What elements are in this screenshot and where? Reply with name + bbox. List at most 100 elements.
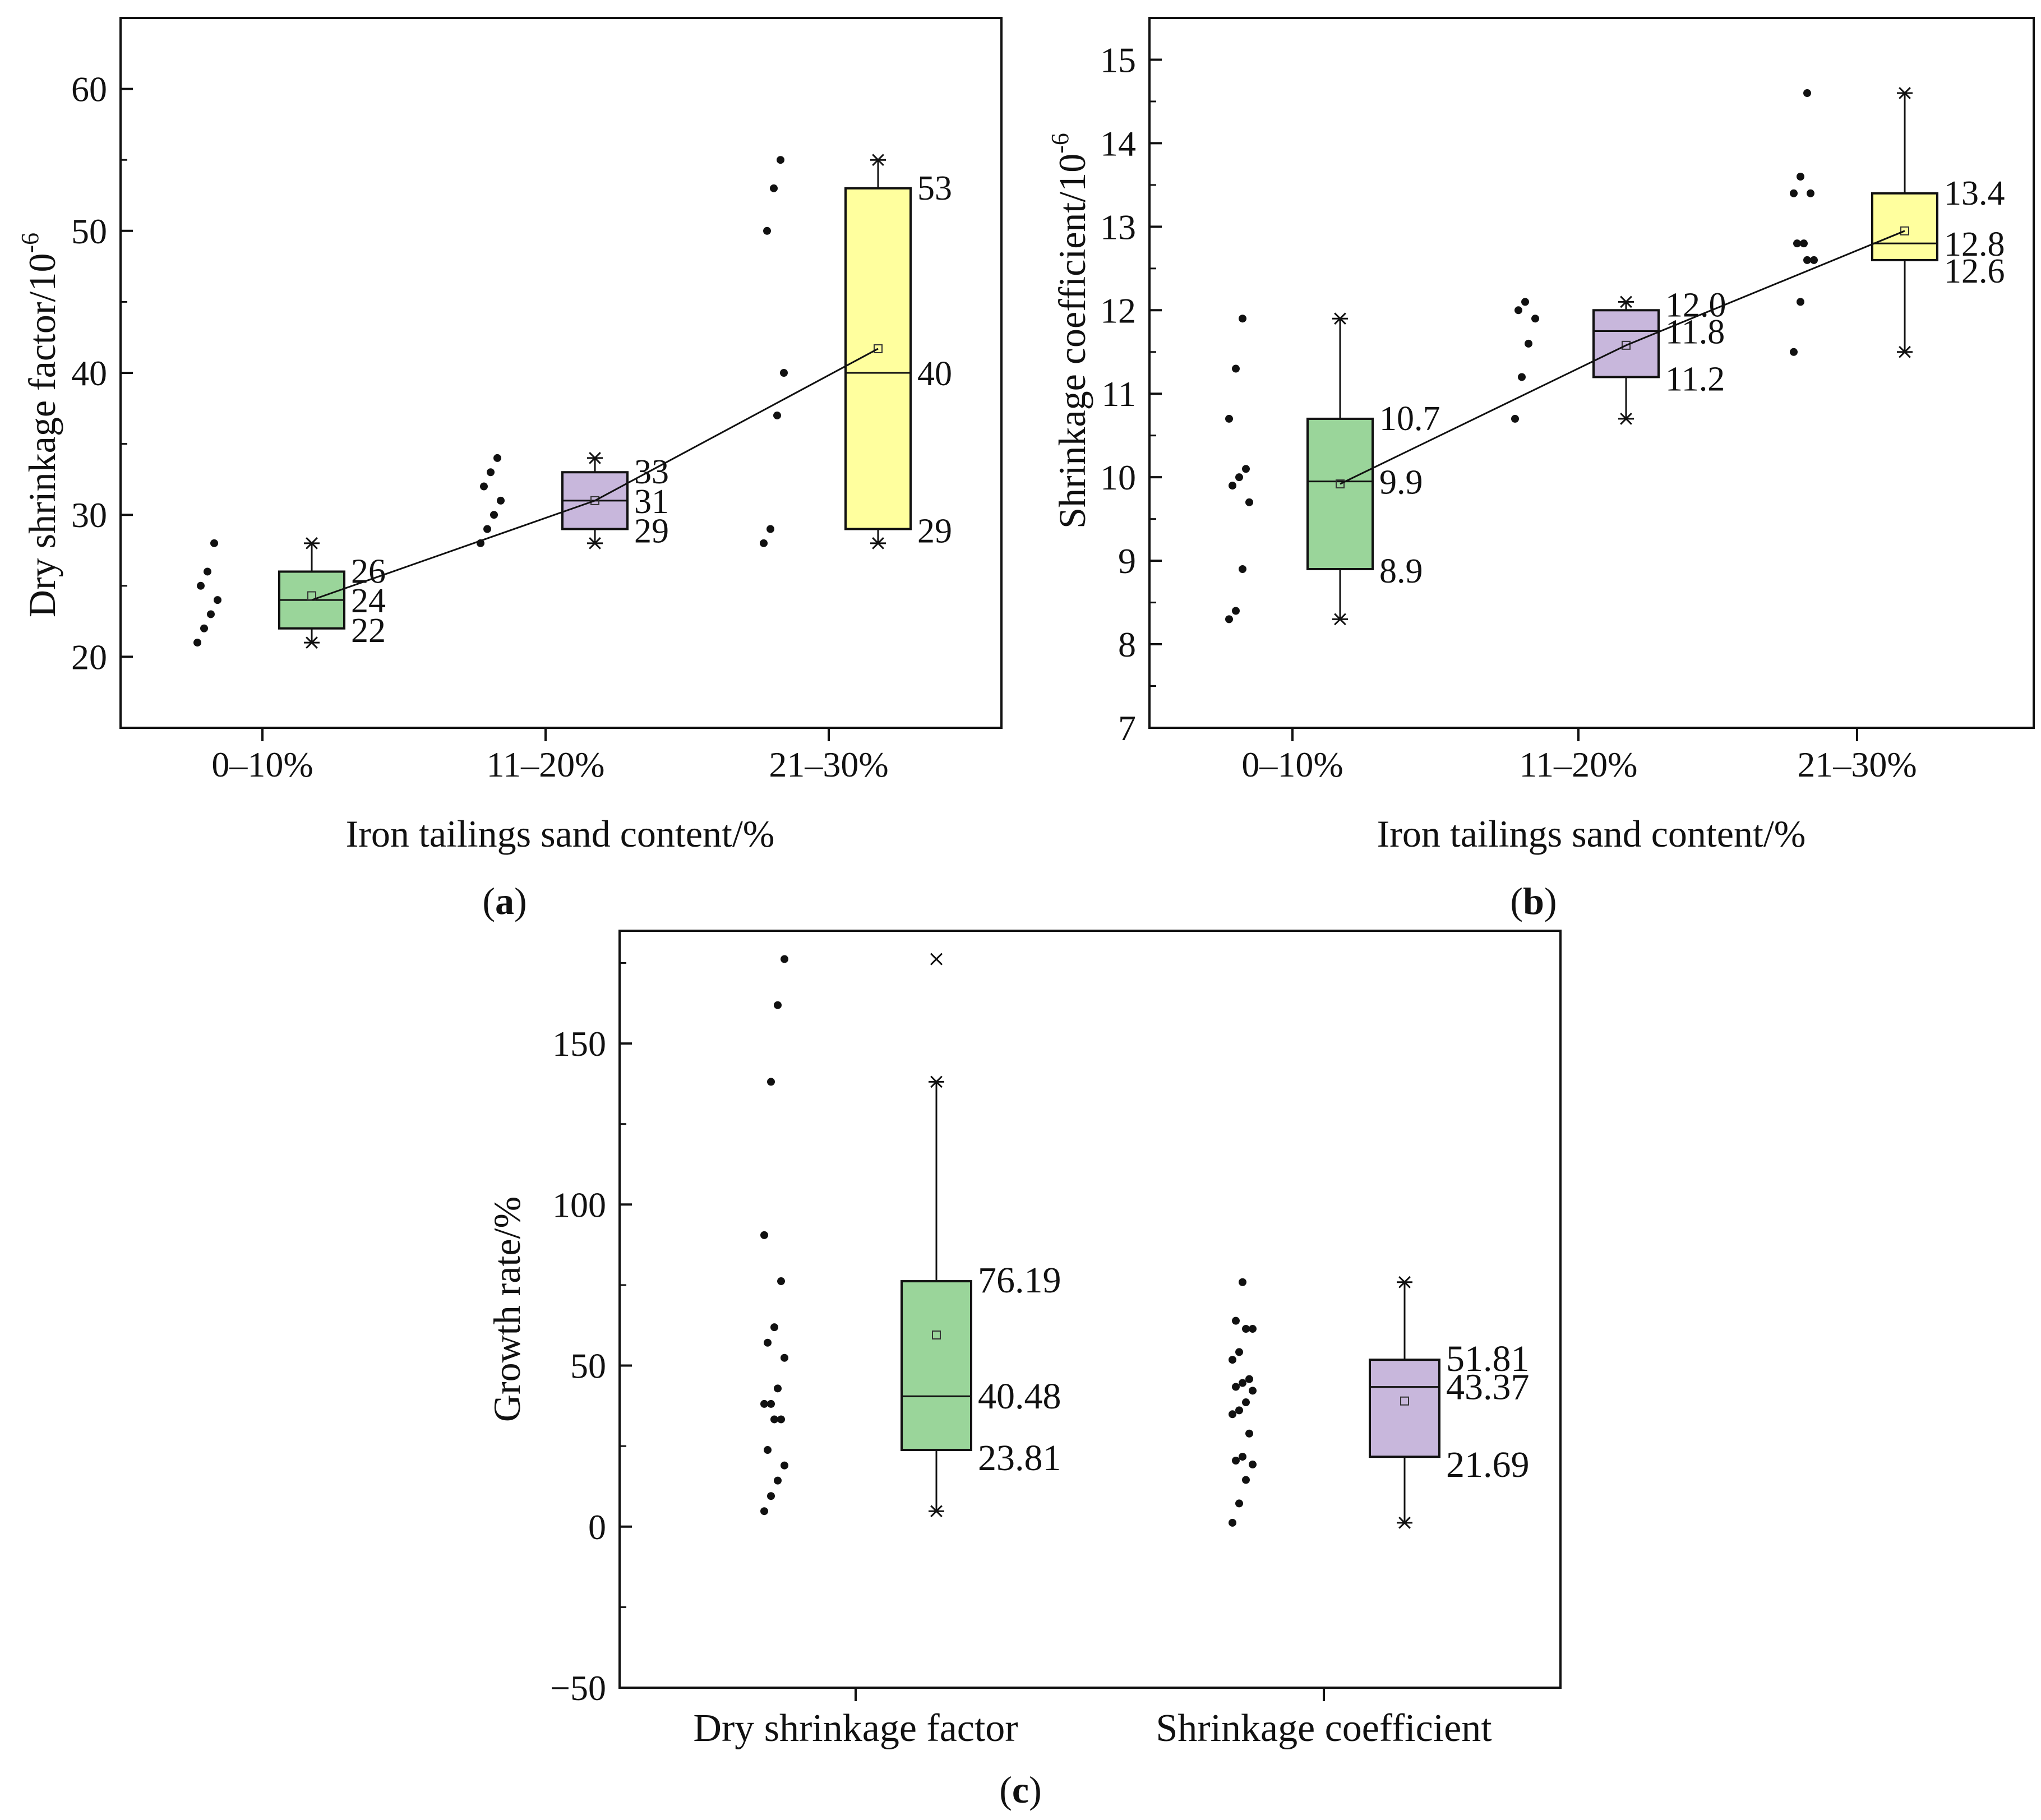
raw-data-point <box>483 525 491 533</box>
q3-value-label: 13.4 <box>1944 174 2005 213</box>
raw-data-point <box>1790 189 1798 197</box>
x-category-label: 0–10% <box>211 745 313 784</box>
x-axis-ticks: 0–10% 11–20% 21–30% <box>1241 728 1917 784</box>
raw-data-point <box>1521 298 1529 306</box>
min-marker <box>1334 613 1346 626</box>
raw-data-point <box>1807 189 1814 197</box>
min-marker <box>930 1505 943 1518</box>
y-axis-label-exponent: -6 <box>16 233 44 253</box>
raw-data-point <box>1242 1476 1250 1484</box>
mean-marker <box>1400 1396 1409 1406</box>
raw-data-points <box>1225 89 1818 623</box>
box-plot-2: 12.011.8 11.2 <box>1592 287 1726 425</box>
max-marker <box>872 154 884 167</box>
raw-data-point <box>774 1001 782 1009</box>
raw-data-point <box>1525 339 1532 348</box>
raw-data-point <box>764 1338 772 1347</box>
raw-data-point <box>1249 1325 1257 1333</box>
box-plot-1: 10.7 9.9 8.9 <box>1306 312 1440 626</box>
raw-data-point <box>1249 1387 1257 1395</box>
box-plot-3: 53 40 29 <box>844 154 952 551</box>
y-axis-ticks: 7 8 9 10 11 12 13 14 15 <box>1100 17 1162 748</box>
y-tick-label: 11 <box>1101 374 1136 414</box>
y-tick-label: 7 <box>1118 708 1136 748</box>
y-axis-label: Shrinkage coefficient/10-6 <box>1046 133 1093 529</box>
raw-data-point <box>773 411 781 419</box>
q1-value-label: 29 <box>634 512 669 551</box>
raw-data-point <box>207 610 215 618</box>
max-marker <box>1334 312 1346 325</box>
x-category-label: 11–20% <box>1520 745 1638 784</box>
min-marker <box>872 537 884 549</box>
median-value-label: 40 <box>917 355 952 393</box>
raw-data-point <box>1511 414 1519 423</box>
raw-data-point <box>1803 89 1811 98</box>
raw-data-point <box>774 1476 782 1485</box>
raw-data-point <box>1518 373 1526 381</box>
raw-data-point <box>770 1323 778 1332</box>
q3-value-label: 51.81 <box>1446 1338 1530 1379</box>
raw-data-point <box>197 581 205 590</box>
raw-data-point <box>1797 172 1804 181</box>
mean-trend-line <box>1340 230 1905 485</box>
raw-data-point <box>1790 348 1798 356</box>
raw-data-point <box>781 1461 788 1470</box>
raw-data-point <box>1225 414 1233 423</box>
raw-data-point <box>193 639 201 647</box>
mean-marker <box>1900 226 1909 235</box>
y-axis-ticks: 20 30 40 50 60 <box>71 17 133 677</box>
q3-value-label: 33 <box>634 453 669 491</box>
raw-data-point <box>770 184 778 192</box>
y-tick-label: 9 <box>1118 541 1136 581</box>
raw-data-point <box>1239 1379 1246 1387</box>
min-marker <box>1899 345 1911 358</box>
raw-data-point <box>1531 315 1539 323</box>
raw-data-point <box>1235 1499 1243 1508</box>
q1-value-label: 22 <box>351 612 386 650</box>
raw-data-point <box>1242 465 1250 473</box>
raw-data-point <box>1225 615 1233 623</box>
x-axis-label: Iron tailings sand content/% <box>1377 812 1806 855</box>
min-marker <box>589 537 601 549</box>
y-axis-label-main: Dry shrinkage factor/10 <box>21 253 63 618</box>
box-plot-3: 13.4 12.812.6 <box>1871 87 2005 358</box>
q1-value-label: 23.81 <box>978 1438 1061 1479</box>
y-axis-label-exponent: -6 <box>1046 133 1074 154</box>
y-axis-label: Dry shrinkage factor/10-6 <box>16 233 63 617</box>
mean-marker <box>932 1330 941 1339</box>
raw-data-point <box>1229 1356 1236 1364</box>
y-tick-label: 30 <box>71 495 107 535</box>
y-tick-label: 50 <box>570 1346 606 1386</box>
raw-data-point <box>1242 1398 1250 1407</box>
median-value-label: 12.8 <box>1944 225 2005 264</box>
max-marker <box>1620 295 1632 308</box>
raw-data-point <box>1232 364 1240 373</box>
raw-data-point <box>210 539 218 547</box>
raw-data-point <box>1235 1348 1243 1356</box>
y-axis-label: Growth rate/% <box>486 1197 528 1422</box>
panel-c: −50 0 50 100 150 Dry shrinkage factor Shrinka… <box>486 930 1562 1811</box>
panel-label: (b) <box>1510 880 1557 922</box>
raw-data-point <box>1245 1375 1253 1383</box>
raw-data-point <box>200 624 208 632</box>
panel-label: (c) <box>999 1768 1042 1811</box>
raw-data-point <box>760 1399 768 1408</box>
median-value-label: 40.48 <box>978 1376 1061 1417</box>
raw-data-point <box>1800 239 1808 248</box>
q3-value-label: 10.7 <box>1379 400 1440 438</box>
raw-data-point <box>1514 306 1522 315</box>
raw-data-point <box>1810 256 1818 264</box>
y-axis-label-main: Shrinkage coefficient/10 <box>1051 154 1093 529</box>
raw-data-point <box>767 1078 775 1086</box>
raw-data-point <box>1232 1383 1240 1391</box>
y-tick-label: 10 <box>1100 458 1136 497</box>
raw-data-point <box>1239 1453 1246 1461</box>
raw-data-point <box>1245 1429 1253 1438</box>
x-category-label: 0–10% <box>1241 745 1343 784</box>
y-tick-label: 150 <box>552 1024 606 1064</box>
